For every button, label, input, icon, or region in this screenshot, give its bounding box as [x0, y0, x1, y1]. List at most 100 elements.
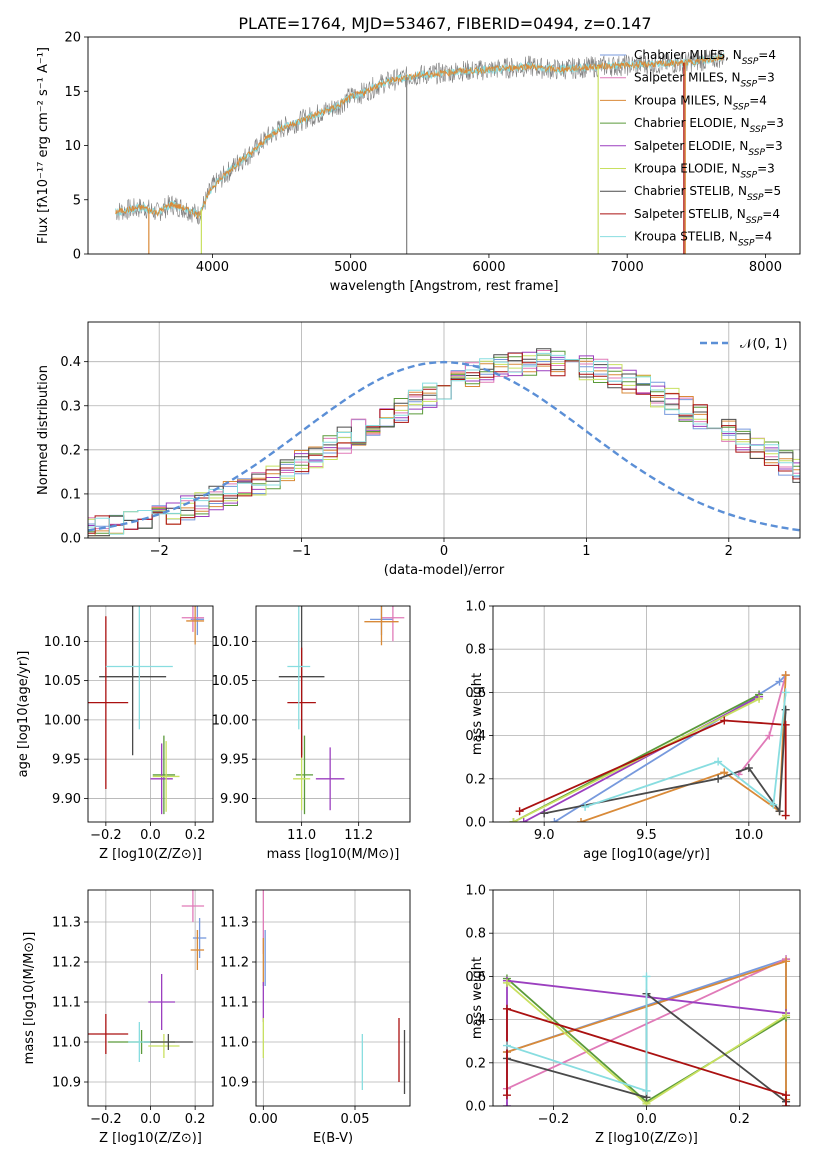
panel-3: −0.2 0.0 0.2 9.90 9.95 10.00 10.05 10.10 Z [log1…	[16, 605, 214, 862]
model-spectrum	[115, 53, 725, 219]
x-tick-label: −0.2	[538, 1112, 570, 1127]
x-tick-label: 9.5	[636, 828, 657, 843]
x-tick-label: −0.2	[90, 1112, 122, 1127]
panel-1: 4000 5000 6000 7000 8000 0 5 10 15 20 wavelength […	[36, 31, 801, 294]
x-tick-label: 0.2	[185, 828, 206, 843]
weight-marker	[744, 764, 753, 772]
weight-marker	[769, 800, 778, 809]
legend-entry: Kroupa STELIB, NSSP=4	[634, 230, 772, 249]
weight-line-kroupa_miles	[580, 675, 787, 822]
x-tick-label: 8000	[749, 260, 782, 275]
x-tick-label: 9.0	[534, 828, 555, 843]
weight-marker	[502, 1041, 511, 1050]
x-tick-label: −0.2	[90, 828, 122, 843]
panel-8: −0.2 0.0 0.2 0.0 0.2 0.4 0.6 0.8 1.0 Z [log10(Z/Z…	[465, 884, 801, 1146]
x-tick-label: 2	[725, 544, 733, 559]
legend-entry: Chabrier ELODIE, NSSP=3	[634, 116, 784, 135]
y-tick-label: 10.05	[44, 674, 81, 689]
y-tick-label: 10.9	[220, 1076, 249, 1091]
y-axis-label: mass weight	[470, 673, 485, 755]
y-tick-label: 5	[73, 193, 81, 208]
y-tick-label: 15	[64, 85, 81, 100]
x-axis-label: (data-model)/error	[384, 563, 505, 578]
weight-marker	[581, 802, 590, 811]
y-tick-label: 9.90	[52, 792, 81, 807]
y-tick-label: 0.3	[60, 399, 81, 414]
plot-area	[88, 890, 207, 1062]
weight-marker	[502, 1102, 511, 1106]
plot-area	[278, 606, 405, 815]
y-tick-label: 11.3	[220, 916, 249, 931]
axes-frame	[87, 321, 801, 539]
y-tick-label: 11.3	[52, 916, 81, 931]
weight-marker	[519, 818, 528, 822]
y-tick-label: 9.95	[220, 753, 249, 768]
weight-marker	[577, 818, 586, 822]
x-axis-label: E(B-V)	[313, 1131, 353, 1146]
y-tick-label: 11.0	[220, 1036, 249, 1051]
legend-entry: Salpeter ELODIE, NSSP=3	[634, 139, 783, 158]
x-tick-label: −2	[150, 544, 169, 559]
axes-frame	[87, 889, 214, 1107]
x-tick-label: 0.00	[249, 1112, 278, 1127]
weight-marker	[550, 818, 559, 822]
y-tick-label: 1.0	[465, 884, 486, 899]
weight-line-kroupa_stelib	[584, 692, 787, 808]
y-tick-label: 0.6	[465, 970, 486, 985]
x-tick-label: 1	[582, 544, 590, 559]
weight-marker	[720, 768, 729, 777]
weight-line-chabrier_miles	[553, 674, 787, 822]
x-tick-label: 5000	[334, 260, 367, 275]
y-tick-label: 11.1	[220, 996, 249, 1011]
y-tick-label: 0.4	[465, 1013, 486, 1028]
y-tick-label: 0.4	[60, 355, 81, 370]
x-tick-label: 0.0	[140, 828, 161, 843]
legend-entry: Salpeter STELIB, NSSP=4	[634, 207, 780, 226]
weight-marker	[781, 811, 790, 820]
axes-frame	[492, 889, 801, 1107]
y-axis-label: mass [log10(M/M⊙)]	[22, 932, 37, 1065]
legend-entry: Salpeter MILES, NSSP=3	[634, 71, 775, 90]
y-tick-label: 0.8	[465, 643, 486, 658]
legend-entry: Chabrier STELIB, NSSP=5	[634, 184, 781, 203]
y-tick-label: 9.90	[220, 792, 249, 807]
normal-curve	[88, 360, 800, 532]
y-tick-label: 0.4	[465, 729, 486, 744]
y-tick-label: 0.8	[465, 927, 486, 942]
plot-area	[502, 955, 791, 1106]
plot-area	[262, 890, 406, 1094]
y-axis-label: Normed distribution	[36, 365, 51, 495]
y-tick-label: 0.2	[465, 772, 486, 787]
weight-line-salpeter_elodie	[523, 695, 760, 822]
y-tick-label: 9.95	[52, 753, 81, 768]
axes-frame	[255, 605, 411, 823]
y-tick-label: 11.1	[52, 996, 81, 1011]
y-tick-label: 10.00	[212, 713, 249, 728]
y-tick-label: 20	[64, 31, 81, 46]
weight-marker	[720, 716, 729, 725]
weight-marker	[782, 1011, 791, 1020]
x-axis-label: Z [log10(Z/Z⊙)]	[99, 847, 202, 862]
x-tick-label: 0.05	[341, 1112, 370, 1127]
x-tick-label: 10.0	[734, 828, 763, 843]
x-tick-label: 0.0	[140, 1112, 161, 1127]
y-tick-label: 10.10	[212, 635, 249, 650]
figure-title: PLATE=1764, MJD=53467, FIBERID=0494, z=0…	[238, 14, 651, 33]
y-tick-label: 0.6	[465, 686, 486, 701]
y-tick-label: 10.00	[44, 713, 81, 728]
axes-frame	[87, 605, 214, 823]
y-tick-label: 10	[64, 139, 81, 154]
plot-area	[88, 348, 800, 537]
weight-marker	[765, 731, 774, 740]
y-tick-label: 11.2	[52, 956, 81, 971]
weight-marker	[502, 1091, 511, 1100]
legend-entry: Kroupa MILES, NSSP=4	[634, 93, 767, 112]
weight-marker	[755, 694, 764, 703]
panel-2: −2 −1 0 1 2 0.0 0.1 0.2 0.3 0.4 (data-model)/error…	[36, 321, 801, 578]
weight-marker	[509, 818, 518, 822]
x-tick-label: 11.2	[344, 828, 373, 843]
y-tick-label: 0.1	[60, 487, 81, 502]
